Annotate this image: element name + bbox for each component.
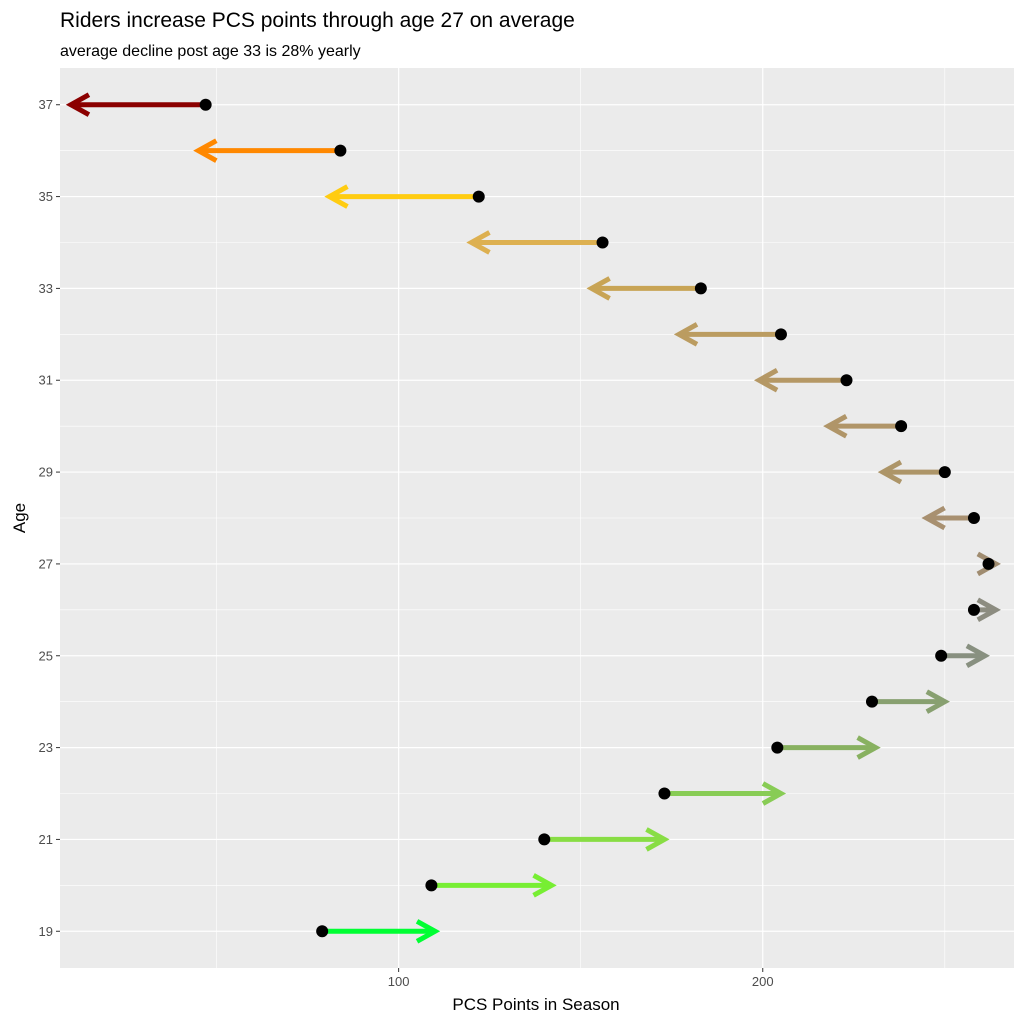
arrow-age-22	[664, 781, 787, 806]
arrow-head	[753, 368, 779, 393]
arrow-head	[65, 92, 91, 117]
chart-title: Riders increase PCS points through age 2…	[60, 9, 575, 32]
arrow-age-32	[673, 322, 781, 347]
arrow-head	[532, 873, 557, 898]
y-tick-label: 29	[39, 465, 53, 480]
y-tick-label: 33	[39, 281, 53, 296]
point-age-34	[596, 236, 609, 249]
arrow-head	[673, 322, 699, 347]
arrow-age-31	[753, 368, 847, 393]
arrow-head	[856, 735, 881, 760]
arrow-head	[877, 459, 903, 485]
arrow-series	[65, 92, 1001, 944]
point-age-25	[935, 649, 948, 662]
point-age-29	[938, 466, 951, 479]
arrow-age-24	[871, 689, 950, 714]
y-tick-label: 23	[39, 740, 53, 755]
arrow-head	[965, 643, 991, 668]
arrow-head	[324, 184, 349, 209]
y-axis-title: Age	[10, 503, 29, 533]
arrow-head	[193, 138, 218, 163]
arrow-age-25	[941, 643, 991, 668]
arrow-age-19	[322, 919, 441, 944]
grid-lines	[60, 68, 1014, 968]
point-age-26	[967, 603, 980, 616]
point-age-23	[771, 741, 784, 754]
arrow-age-21	[544, 827, 670, 852]
point-age-28	[967, 512, 980, 524]
point-age-21	[538, 833, 551, 846]
point-age-30	[895, 420, 908, 433]
arrow-head	[823, 413, 848, 439]
point-age-27	[982, 557, 995, 570]
x-tick-label: 200	[752, 974, 774, 989]
arrow-head	[976, 597, 1001, 623]
arrow-head	[466, 230, 491, 255]
arrow-age-23	[777, 735, 881, 760]
arrow-age-36	[193, 138, 341, 163]
arrow-head	[761, 781, 787, 806]
y-tick-label: 35	[39, 189, 53, 204]
point-age-35	[472, 190, 485, 203]
arrow-age-37	[65, 92, 206, 117]
arrow-head	[645, 827, 670, 852]
arrow-head	[586, 276, 611, 301]
arrow-age-30	[823, 413, 902, 439]
point-age-33	[694, 282, 707, 295]
arrow-age-34	[466, 230, 603, 255]
arrow-head	[925, 689, 950, 714]
point-series	[199, 98, 995, 938]
point-age-20	[425, 879, 438, 892]
y-tick-label: 27	[39, 556, 53, 571]
arrow-age-29	[877, 459, 945, 485]
x-axis-ticks: 100 200	[388, 968, 774, 989]
arrow-head	[976, 551, 1001, 577]
point-age-24	[865, 695, 878, 708]
arrow-age-28	[921, 505, 974, 531]
arrow-head	[921, 505, 946, 531]
y-tick-label: 37	[39, 97, 53, 112]
y-axis-ticks: 19 21 23 25 27 29 31 33 35 37	[39, 97, 60, 939]
arrow-age-33	[586, 276, 701, 301]
y-tick-label: 31	[39, 373, 53, 388]
y-tick-label: 21	[39, 832, 53, 847]
point-age-19	[316, 925, 329, 938]
point-age-22	[658, 787, 671, 800]
arrow-head	[415, 919, 441, 944]
y-tick-label: 19	[39, 924, 53, 939]
point-age-36	[334, 144, 347, 157]
point-age-31	[840, 374, 853, 387]
arrow-age-35	[324, 184, 479, 209]
point-age-32	[774, 328, 787, 341]
point-age-37	[199, 98, 212, 111]
y-tick-label: 25	[39, 648, 53, 663]
x-axis-title: PCS Points in Season	[452, 995, 619, 1014]
arrow-age-20	[431, 873, 557, 898]
chart-subtitle: average decline post age 33 is 28% yearl…	[60, 43, 361, 60]
x-tick-label: 100	[388, 974, 410, 989]
